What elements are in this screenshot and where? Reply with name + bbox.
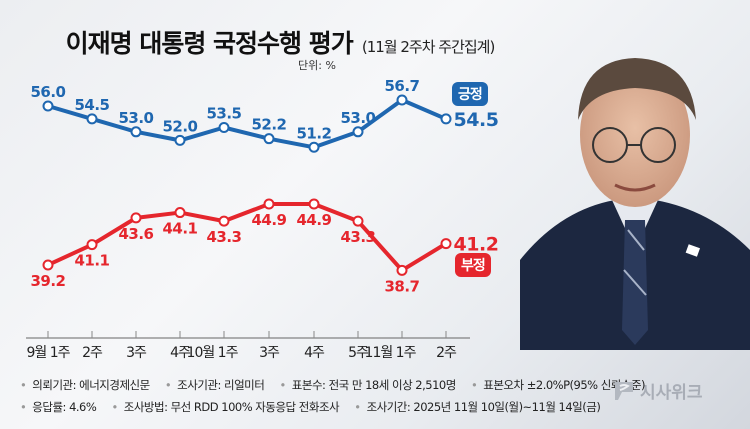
survey-item: • 표본오차 ±2.0%P(95% 신뢰수준) xyxy=(470,378,646,392)
data-point xyxy=(396,264,408,276)
series-line xyxy=(47,202,448,273)
legend-negative-badge: 부정 xyxy=(455,253,491,277)
x-tick-label: 11월 1주 xyxy=(365,345,417,361)
data-label: 41.1 xyxy=(74,252,109,270)
data-point xyxy=(352,215,364,227)
data-point xyxy=(130,126,142,138)
chart-title: 이재명 대통령 국정수행 평가 (11월 2주차 주간집계) xyxy=(0,24,560,60)
data-label: 44.9 xyxy=(296,211,331,229)
data-label: 44.9 xyxy=(251,211,286,229)
x-tick-label: 5주 xyxy=(348,345,369,361)
data-point xyxy=(263,198,275,210)
data-point xyxy=(352,126,364,138)
data-point xyxy=(396,94,408,106)
data-label: 44.1 xyxy=(162,220,197,238)
x-tick-label: 3주 xyxy=(126,345,147,361)
x-tick-label: 3주 xyxy=(259,345,280,361)
response-rate-text: 응답률: 4.6% xyxy=(32,400,97,414)
data-label: 54.5 xyxy=(454,109,499,131)
survey-item: • 조사기간: 2025년 11월 10일(월)~11월 14일(금) xyxy=(354,400,601,414)
survey-item: • 응답률: 4.6% xyxy=(20,400,97,414)
data-point xyxy=(42,259,54,271)
series-line xyxy=(47,97,447,150)
data-point xyxy=(174,207,186,219)
data-label: 39.2 xyxy=(30,272,65,290)
subtitle-text: (11월 2주차 주간집계) xyxy=(361,38,495,56)
x-tick-label: 4주 xyxy=(170,345,191,361)
data-point xyxy=(263,133,275,145)
x-tick-label: 9월 1주 xyxy=(26,345,70,361)
president-photo xyxy=(520,50,750,350)
data-point xyxy=(86,239,98,251)
survey-item: • 조사방법: 무선 RDD 100% 자동응답 전화조사 xyxy=(111,400,340,414)
data-label: 53.5 xyxy=(206,105,241,123)
data-label: 52.0 xyxy=(162,117,197,135)
survey-item: • 의뢰기관: 에너지경제신문 xyxy=(20,378,150,392)
data-label: 56.0 xyxy=(30,83,65,101)
sample-size-text: 표본수: 전국 만 18세 이상 2,510명 xyxy=(291,378,457,392)
data-label: 52.2 xyxy=(251,116,286,134)
data-label: 53.0 xyxy=(340,109,375,127)
pollster-text: 조사기관: 리얼미터 xyxy=(177,378,265,392)
survey-info: • 의뢰기관: 에너지경제신문 • 조사기관: 리얼미터 • 표본수: 전국 만 18… xyxy=(20,374,657,418)
positive-series: 56.0 54.5 53.0 52.0 53.5 52.2 51.2 53.0 56.7 54.5 xyxy=(30,77,499,153)
data-label: 43.3 xyxy=(340,228,375,246)
legend-positive-badge: 긍정 xyxy=(452,82,488,106)
data-label: 51.2 xyxy=(296,124,331,142)
x-tick-label: 10월 1주 xyxy=(187,345,239,361)
sisaweek-logo: 시사위크 xyxy=(612,378,703,403)
data-point xyxy=(174,134,186,146)
data-point xyxy=(308,198,320,210)
data-label: 43.3 xyxy=(206,228,241,246)
x-tick-label: 4주 xyxy=(304,345,325,361)
data-point xyxy=(218,215,230,227)
unit-label: 단위: % xyxy=(298,59,336,72)
data-point xyxy=(440,113,452,125)
data-point xyxy=(308,141,320,153)
data-label: 41.2 xyxy=(454,234,499,256)
data-point xyxy=(440,238,452,250)
data-label: 56.7 xyxy=(384,77,419,95)
survey-item: • 조사기관: 리얼미터 xyxy=(164,378,265,392)
logo-icon xyxy=(615,381,633,400)
data-label: 43.6 xyxy=(118,225,153,243)
data-label: 38.7 xyxy=(384,277,419,295)
x-tick-label: 2주 xyxy=(436,345,457,361)
margin-of-error-text: 표본오차 ±2.0%P(95% 신뢰수준) xyxy=(483,378,646,392)
survey-info-row-1: • 의뢰기관: 에너지경제신문 • 조사기관: 리얼미터 • 표본수: 전국 만 18… xyxy=(20,374,657,396)
data-point xyxy=(130,212,142,224)
data-label: 53.0 xyxy=(118,109,153,127)
commissioner-text: 의뢰기관: 에너지경제신문 xyxy=(32,378,150,392)
title-text: 이재명 대통령 국정수행 평가 xyxy=(65,29,354,58)
data-label: 54.5 xyxy=(74,96,109,114)
survey-info-row-2: • 응답률: 4.6% • 조사방법: 무선 RDD 100% 자동응답 전화조사 … xyxy=(20,396,657,418)
data-point xyxy=(42,100,54,112)
negative-series: 39.2 41.1 43.6 44.1 43.3 44.9 44.9 43.3 38.7 41.2 xyxy=(30,198,499,295)
period-text: 조사기간: 2025년 11월 10일(월)~11월 14일(금) xyxy=(366,400,601,414)
survey-item: • 표본수: 전국 만 18세 이상 2,510명 xyxy=(279,378,457,392)
data-point xyxy=(86,113,98,125)
logo-text: 시사위크 xyxy=(640,383,703,403)
data-point xyxy=(218,122,230,133)
method-text: 조사방법: 무선 RDD 100% 자동응답 전화조사 xyxy=(123,400,340,414)
x-tick-label: 2주 xyxy=(82,345,103,361)
